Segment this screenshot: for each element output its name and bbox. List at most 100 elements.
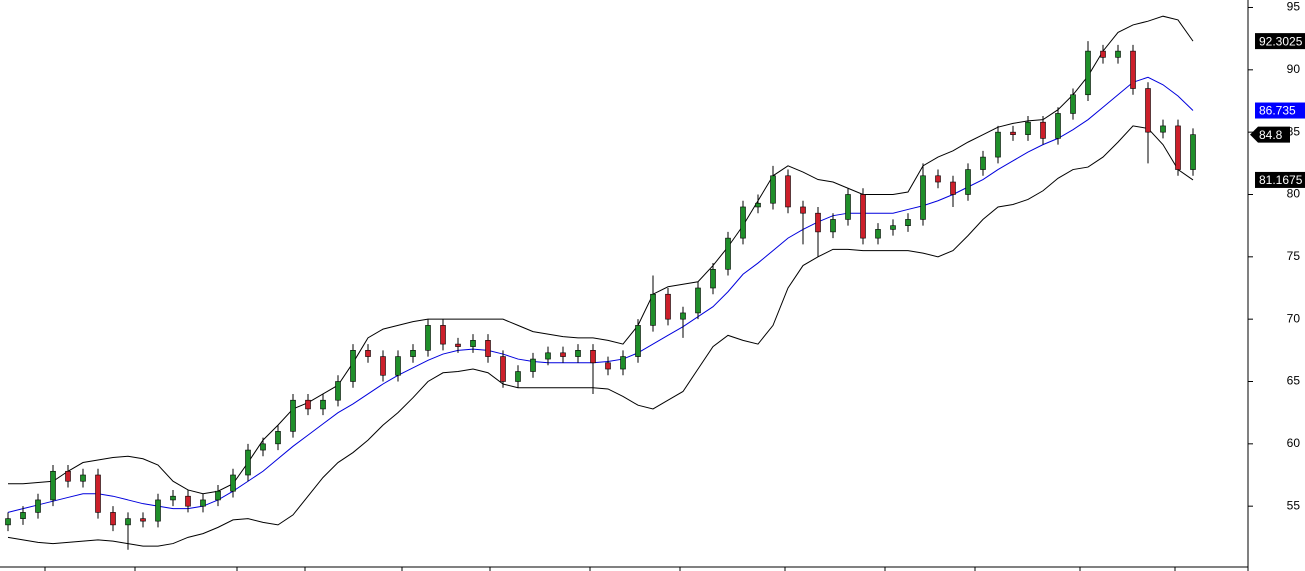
x-ticks (44, 567, 1176, 571)
candle-body (545, 352, 551, 360)
y-tick-label: 65 (1287, 374, 1301, 388)
band-line (8, 15, 1194, 495)
candle-body (1190, 134, 1196, 170)
candle-body (80, 474, 86, 482)
candle-body (305, 399, 311, 410)
candle-body (200, 499, 206, 507)
candle-body (995, 131, 1001, 158)
candle-body (845, 194, 851, 220)
candle-body (215, 490, 221, 501)
price-tag-box (1255, 102, 1305, 119)
candle-body (965, 169, 971, 195)
candle-body (1160, 125, 1166, 133)
candle-body (740, 206, 746, 239)
candle-body (140, 518, 146, 522)
band-line (7, 76, 1194, 513)
candle-body (620, 356, 626, 370)
candle-body (20, 512, 26, 519)
candle-body (320, 399, 326, 410)
candle-body (950, 181, 956, 195)
candle-body (920, 175, 926, 220)
candle-body (50, 470, 56, 501)
candle-body (170, 495, 176, 501)
candle-body (1145, 88, 1151, 133)
candle-body (1010, 131, 1016, 135)
y-tick-label: 75 (1287, 249, 1301, 263)
candle-body (815, 212, 821, 233)
candle-body (785, 175, 791, 208)
y-tick-label: 80 (1287, 187, 1301, 201)
candle-body (155, 499, 161, 522)
candle-body (1055, 113, 1061, 139)
candle-body (905, 219, 911, 226)
candle-body (35, 499, 41, 513)
candle-body (1100, 50, 1106, 58)
candle-body (830, 219, 836, 233)
price-tag: 86.735 (1259, 104, 1296, 118)
candle-body (110, 512, 116, 526)
candle-body (470, 340, 476, 347)
candle-body (635, 325, 641, 357)
y-tick-label: 60 (1287, 436, 1301, 450)
candle-body (650, 293, 656, 326)
candle-body (575, 350, 581, 357)
price-tag: 84.8 (1259, 128, 1283, 142)
price-tag-box (1255, 33, 1305, 50)
y-tick-label: 70 (1287, 311, 1301, 325)
candle-body (485, 340, 491, 357)
candle-body (5, 518, 11, 526)
candle-body (125, 518, 131, 526)
price-tag-box (1250, 126, 1290, 143)
candle-body (365, 350, 371, 357)
candle-body (935, 175, 941, 183)
candle-body (1025, 121, 1031, 135)
candle-body (1085, 50, 1091, 96)
candle-body (260, 443, 266, 451)
candle-body (350, 350, 356, 382)
price-tag: 81.1675 (1259, 173, 1303, 187)
candle-body (680, 312, 686, 320)
candle-body (530, 358, 536, 372)
band-line (7, 125, 1194, 547)
candle-body (410, 350, 416, 357)
y-tick-label: 85 (1287, 124, 1301, 138)
candle-body (710, 268, 716, 289)
candle-body (1130, 50, 1136, 89)
candle-body (770, 175, 776, 204)
candle-body (665, 293, 671, 320)
candle-body (95, 474, 101, 513)
candle-body (395, 356, 401, 376)
candle-body (335, 381, 341, 401)
candle-body (800, 206, 806, 214)
candle-body (290, 399, 296, 432)
candle-body (695, 287, 701, 314)
candle-body (185, 495, 191, 507)
candle-body (245, 449, 251, 476)
candle-body (65, 470, 71, 482)
y-tick-label: 55 (1287, 498, 1301, 512)
candle-body (275, 431, 281, 445)
candle-body (380, 356, 386, 376)
candle-body (1040, 121, 1046, 139)
candle-body (890, 225, 896, 230)
y-tick-label: 90 (1287, 62, 1301, 76)
candle-body (515, 371, 521, 382)
candle-body (440, 325, 446, 345)
candle-body (500, 356, 506, 382)
candle-body (860, 194, 866, 239)
candle-body (1115, 50, 1121, 58)
candle-body (755, 202, 761, 208)
candle-body (605, 362, 611, 370)
candle-body (560, 352, 566, 357)
candle-body (590, 350, 596, 364)
price-tag: 92.3025 (1259, 34, 1303, 48)
candle-body (455, 343, 461, 347)
candle-body (230, 474, 236, 492)
y-tick-label: 95 (1287, 0, 1301, 14)
candle-body (725, 237, 731, 270)
candle-body (875, 229, 881, 239)
candle-body (425, 325, 431, 351)
candle-body (1175, 125, 1181, 170)
